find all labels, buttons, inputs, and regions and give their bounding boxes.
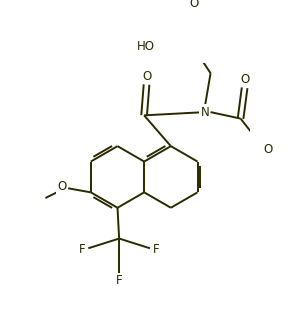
- Text: F: F: [153, 244, 160, 256]
- Text: O: O: [241, 73, 250, 86]
- Text: HO: HO: [137, 40, 155, 53]
- Text: N: N: [200, 106, 209, 119]
- Text: O: O: [143, 70, 152, 83]
- Text: F: F: [79, 244, 85, 256]
- Text: O: O: [264, 143, 273, 156]
- Text: F: F: [116, 274, 122, 287]
- Text: O: O: [189, 0, 198, 10]
- Text: O: O: [57, 180, 66, 193]
